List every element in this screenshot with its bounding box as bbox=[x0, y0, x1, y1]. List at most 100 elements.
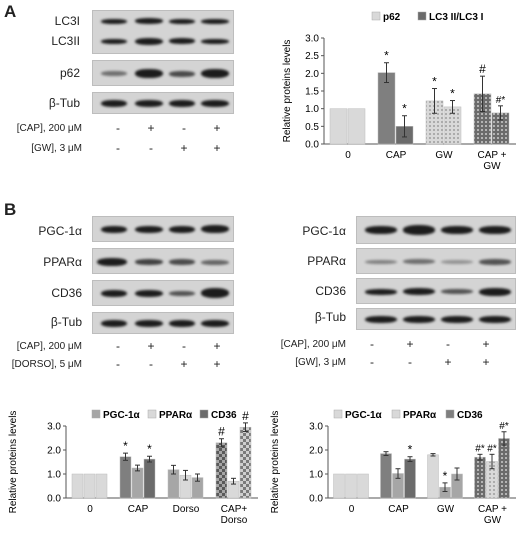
y-axis-label: Relative proteins levels bbox=[282, 40, 293, 143]
sign: + bbox=[147, 339, 155, 353]
bar bbox=[377, 72, 396, 145]
y-tick-label: 1.0 bbox=[47, 470, 61, 481]
bar bbox=[357, 473, 369, 499]
category-label: CAP + bbox=[478, 504, 507, 515]
bar bbox=[239, 426, 252, 499]
significance-marker: * bbox=[408, 443, 413, 457]
sign: - bbox=[116, 121, 120, 135]
panel-label-b: B bbox=[4, 200, 17, 219]
significance-marker: * bbox=[402, 102, 407, 116]
category-label: 0 bbox=[87, 504, 93, 515]
category-label: GW bbox=[483, 161, 501, 172]
sign: + bbox=[180, 357, 188, 371]
chart-b-left: Relative proteins levels 0.0 1.0 2.0 3.0 0 CAP… bbox=[8, 409, 258, 526]
significance-marker: # bbox=[242, 409, 249, 423]
category-label: CAP+ bbox=[221, 504, 248, 515]
y-tick-label: 2.5 bbox=[305, 51, 319, 62]
category-label: Dorso bbox=[173, 504, 200, 515]
bar bbox=[345, 473, 357, 499]
treatment-label-dorso: [DORSO], 5 μM bbox=[11, 359, 82, 370]
y-tick-label: 1.0 bbox=[305, 104, 319, 115]
y-tick-label: 0.0 bbox=[47, 494, 61, 505]
category-label: 0 bbox=[345, 150, 351, 161]
bar bbox=[119, 456, 132, 499]
blot-label-cd36: CD36 bbox=[315, 284, 346, 298]
significance-marker: * bbox=[450, 87, 455, 101]
legend-swatch bbox=[147, 409, 157, 419]
legend-swatch bbox=[445, 409, 455, 419]
sign: - bbox=[116, 339, 120, 353]
legend-label: PPARα bbox=[403, 410, 437, 421]
legend-label: CD36 bbox=[211, 410, 237, 421]
sign: + bbox=[213, 121, 221, 135]
significance-marker: * bbox=[123, 439, 128, 453]
sign: - bbox=[370, 337, 374, 351]
sign: + bbox=[213, 357, 221, 371]
bar bbox=[380, 453, 392, 499]
blot-label-beta-tub: β-Tub bbox=[50, 315, 82, 329]
sign: + bbox=[482, 355, 490, 369]
y-tick-label: 3.0 bbox=[309, 422, 323, 433]
significance-marker: #* bbox=[499, 421, 509, 432]
y-tick-label: 0.0 bbox=[309, 494, 323, 505]
y-tick-label: 0.5 bbox=[305, 122, 319, 133]
significance-marker: #* bbox=[487, 443, 497, 454]
bar bbox=[83, 473, 96, 499]
treatment-label-gw: [GW], 3 μM bbox=[31, 143, 82, 154]
blot-cd36-right bbox=[356, 278, 516, 304]
bar bbox=[498, 438, 510, 499]
category-label: CAP bbox=[128, 504, 149, 515]
bar bbox=[329, 108, 348, 145]
category-label: GW bbox=[435, 150, 453, 161]
blot-label-lc3i: LC3I bbox=[54, 14, 80, 28]
bar bbox=[215, 442, 228, 499]
bar bbox=[131, 467, 144, 499]
sign: - bbox=[116, 357, 120, 371]
sign: + bbox=[482, 337, 490, 351]
blot-label-pgc1a: PGC-1α bbox=[302, 224, 346, 238]
sign: + bbox=[213, 339, 221, 353]
bar bbox=[347, 108, 366, 145]
significance-marker: * bbox=[443, 469, 448, 483]
blot-label-ppara: PPARα bbox=[43, 255, 82, 269]
chart-a: Relative proteins levels 0.0 0.5 1.0 1.5 2.0 2… bbox=[282, 11, 516, 172]
y-tick-label: 2.0 bbox=[309, 446, 323, 457]
blot-p62 bbox=[92, 60, 234, 86]
sign: + bbox=[147, 121, 155, 135]
legend-label: PPARα bbox=[159, 410, 193, 421]
bar bbox=[95, 473, 108, 499]
sign: + bbox=[180, 141, 188, 155]
chart-b-right: Relative proteins levels 0.0 1.0 2.0 3.0 0 CAP… bbox=[270, 409, 516, 526]
bar bbox=[71, 473, 84, 499]
category-label: 0 bbox=[349, 504, 355, 515]
bar bbox=[404, 458, 416, 499]
sign: - bbox=[446, 337, 450, 351]
significance-marker: * bbox=[384, 49, 389, 63]
blot-label-beta-tub: β-Tub bbox=[314, 310, 346, 324]
sign: + bbox=[406, 337, 414, 351]
bar bbox=[333, 473, 345, 499]
legend-label: CD36 bbox=[457, 410, 483, 421]
blot-pgc1a-right bbox=[356, 216, 516, 244]
sign: - bbox=[408, 355, 412, 369]
blot-label-beta-tub: β-Tub bbox=[48, 96, 80, 110]
legend-label: PGC-1α bbox=[345, 410, 383, 421]
legend-swatch bbox=[391, 409, 401, 419]
legend-label: PGC-1α bbox=[103, 410, 141, 421]
panel-label-a: A bbox=[4, 2, 17, 21]
y-tick-label: 3.0 bbox=[47, 422, 61, 433]
significance-marker: * bbox=[432, 75, 437, 89]
legend-swatch bbox=[199, 409, 209, 419]
y-axis-label: Relative proteins levels bbox=[270, 411, 281, 514]
sign: - bbox=[370, 355, 374, 369]
category-label: CAP bbox=[388, 504, 409, 515]
treatment-label-cap: [CAP], 200 μM bbox=[16, 341, 82, 352]
y-tick-label: 1.5 bbox=[305, 87, 319, 98]
blot-beta-tub-right bbox=[356, 308, 516, 330]
legend-label: LC3 II/LC3 I bbox=[429, 12, 484, 23]
blot-pgc1a-left bbox=[92, 216, 234, 242]
y-axis-label: Relative proteins levels bbox=[8, 411, 19, 514]
blot-label-lc3ii: LC3II bbox=[51, 34, 80, 48]
legend-label: p62 bbox=[383, 12, 401, 23]
bar bbox=[143, 458, 156, 499]
